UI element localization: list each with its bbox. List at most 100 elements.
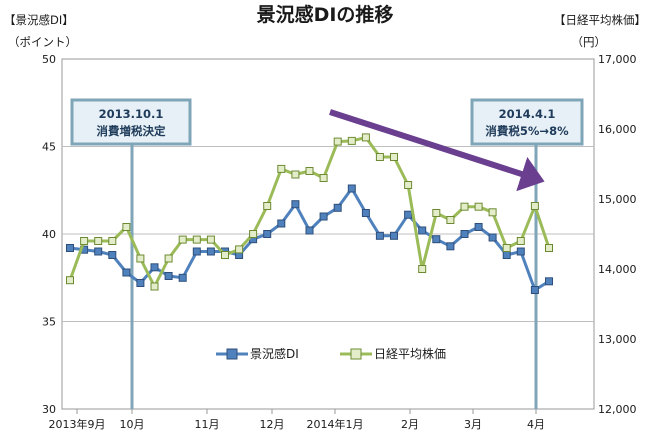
x-tick-label: 11月 [195,418,220,431]
data-point [291,170,300,179]
data-point [108,251,117,259]
data-point [263,202,272,210]
data-point [122,223,131,231]
series-nikkei [66,133,553,291]
data-point [319,212,328,221]
data-point [347,136,356,145]
data-point [474,202,483,211]
data-point [206,235,215,244]
data-point [516,247,525,256]
data-point [390,231,398,240]
gridlines [62,146,594,322]
data-point [319,174,328,182]
data-point [375,153,384,161]
data-point [530,286,539,294]
annotation-text: 消費税5%→8% [485,124,569,138]
data-point [474,223,483,231]
data-point [375,231,384,240]
x-tick-label: 2013年9月 [49,417,106,431]
right-axis-label: 【日経平均株価】 [554,13,646,27]
x-axis-ticks: 2013年9月 10月 11月 12月 2014年1月 2月 3月 4月 [49,409,545,431]
data-point [164,254,173,263]
data-point [545,244,553,252]
right-axis-unit: （円） [572,35,607,49]
data-point [545,277,553,286]
left-tick-label: 35 [42,316,56,329]
data-point [432,235,441,244]
right-tick-label: 15,000 [598,193,637,206]
data-point [488,208,497,217]
data-point [418,226,427,235]
data-point [460,230,469,238]
data-point [418,265,427,273]
data-point [446,242,455,251]
x-tick-label: 12月 [260,418,285,431]
annotation-box-2014-4: 2014.4.1 消費税5%→8% [470,98,584,146]
right-tick-label: 17,000 [598,53,637,66]
data-point [192,235,201,244]
left-axis-unit: （ポイント） [8,35,77,49]
annotation-date: 2014.4.1 [499,107,556,121]
right-tick-label: 13,000 [598,333,637,346]
data-point [460,202,469,211]
data-point [94,237,103,245]
data-point [206,247,215,256]
data-point [502,251,511,259]
data-point [347,184,356,193]
x-tick-label: 4月 [527,418,545,431]
left-axis-label: 【景況感DI】 [4,13,74,27]
data-point [192,247,201,256]
left-tick-label: 30 [42,403,56,416]
data-point [277,219,286,228]
data-point [66,276,74,285]
data-point [108,237,117,245]
x-tick-label: 2014年1月 [307,417,364,431]
data-point [150,263,159,272]
data-point [235,245,244,254]
right-tick-label: 16,000 [598,123,637,136]
data-point [333,137,342,146]
data-point [178,273,187,282]
data-point [333,203,342,212]
data-point [305,167,314,175]
left-tick-label: 45 [42,141,56,154]
annotation-box-2013-10: 2013.10.1 消費増税決定 [70,98,192,146]
data-point [150,282,159,291]
x-tick-label: 3月 [464,418,482,431]
data-point [502,244,511,252]
left-tick-label: 40 [42,228,56,241]
data-point [164,272,173,280]
data-point [80,237,89,245]
data-point [178,235,187,244]
data-point [277,164,286,173]
data-point [136,279,145,287]
series-di [66,184,553,294]
data-point [404,181,413,189]
data-point [249,230,258,238]
data-point [122,268,131,277]
annotation-date: 2013.10.1 [99,107,164,121]
x-tick-label: 10月 [120,418,145,431]
data-point [390,153,398,161]
data-point [221,251,229,259]
right-tick-label: 12,000 [598,403,637,416]
data-point [361,133,370,142]
data-point [530,202,539,210]
legend: 景況感DI 日経平均株価 [176,326,478,381]
left-axis-ticks: 30 35 40 45 50 [42,53,56,416]
data-point [94,247,103,256]
data-point [291,200,300,209]
legend-label-nikkei: 日経平均株価 [374,346,446,361]
data-point [446,216,455,224]
data-point [516,237,525,245]
x-tick-label: 2月 [401,418,419,431]
data-point [432,209,441,217]
legend-marker-nikkei [350,348,362,360]
data-point [488,233,497,242]
legend-label-di: 景況感DI [250,346,299,361]
data-point [404,210,413,219]
data-point [263,230,272,238]
chart-title: 景況感DIの推移 [257,3,394,26]
data-point [305,226,314,235]
